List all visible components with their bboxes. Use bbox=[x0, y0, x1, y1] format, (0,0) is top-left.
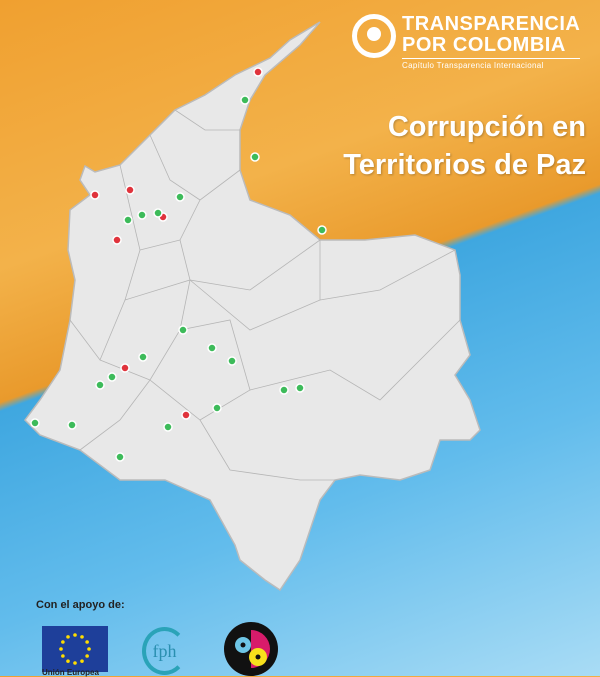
marker-green[interactable] bbox=[115, 452, 125, 462]
eu-star bbox=[80, 635, 84, 639]
marker-red[interactable] bbox=[125, 185, 135, 195]
marker-red[interactable] bbox=[112, 235, 122, 245]
logo-subtitle: Capítulo Transparencia Internacional bbox=[402, 58, 581, 70]
marker-green[interactable] bbox=[178, 325, 188, 335]
marker-green[interactable] bbox=[207, 343, 217, 353]
marker-green[interactable] bbox=[123, 215, 133, 225]
marker-green[interactable] bbox=[30, 418, 40, 428]
disc-logo-icon bbox=[235, 630, 270, 668]
support-label: Con el apoyo de: bbox=[36, 599, 125, 611]
marker-green[interactable] bbox=[107, 372, 117, 382]
logo-line2: POR COLOMBIA bbox=[402, 34, 566, 56]
marker-red[interactable] bbox=[253, 67, 263, 77]
marker-green[interactable] bbox=[240, 95, 250, 105]
fph-logo: fph bbox=[142, 627, 187, 675]
marker-red[interactable] bbox=[90, 190, 100, 200]
marker-green[interactable] bbox=[212, 403, 222, 413]
poster-title: Corrupción en Territorios de Paz bbox=[343, 108, 586, 184]
eu-label: Unión Europea bbox=[42, 668, 99, 677]
marker-green[interactable] bbox=[67, 420, 77, 430]
transparencia-logo: TRANSPARENCIA POR COLOMBIA Capítulo Tran… bbox=[352, 13, 581, 70]
marker-green[interactable] bbox=[250, 152, 260, 162]
markers bbox=[30, 67, 327, 462]
title-line2: Territorios de Paz bbox=[343, 149, 586, 181]
logo-line1: TRANSPARENCIA bbox=[402, 13, 581, 35]
eu-flag-logo bbox=[42, 626, 108, 672]
marker-red[interactable] bbox=[120, 363, 130, 373]
eu-star bbox=[66, 659, 70, 663]
eu-star bbox=[85, 640, 89, 644]
eu-star bbox=[61, 654, 65, 658]
eu-star bbox=[80, 659, 84, 663]
marker-green[interactable] bbox=[279, 385, 289, 395]
eu-star bbox=[66, 635, 70, 639]
marker-green[interactable] bbox=[295, 383, 305, 393]
logo-e-icon bbox=[352, 14, 396, 58]
eu-star bbox=[73, 661, 77, 665]
title-line1: Corrupción en bbox=[387, 111, 586, 143]
eu-star bbox=[87, 647, 91, 651]
marker-green[interactable] bbox=[153, 208, 163, 218]
eu-star bbox=[73, 633, 77, 637]
marker-green[interactable] bbox=[137, 210, 147, 220]
marker-green[interactable] bbox=[175, 192, 185, 202]
disc-logo bbox=[224, 622, 278, 676]
eu-star bbox=[85, 654, 89, 658]
marker-green[interactable] bbox=[317, 225, 327, 235]
eu-star bbox=[59, 647, 63, 651]
eu-stars-icon bbox=[59, 633, 91, 665]
marker-green[interactable] bbox=[95, 380, 105, 390]
marker-red[interactable] bbox=[181, 410, 191, 420]
marker-green[interactable] bbox=[227, 356, 237, 366]
marker-green[interactable] bbox=[163, 422, 173, 432]
eu-star bbox=[61, 640, 65, 644]
colombia-outline bbox=[24, 21, 481, 592]
marker-green[interactable] bbox=[138, 352, 148, 362]
department-borders bbox=[69, 109, 461, 481]
